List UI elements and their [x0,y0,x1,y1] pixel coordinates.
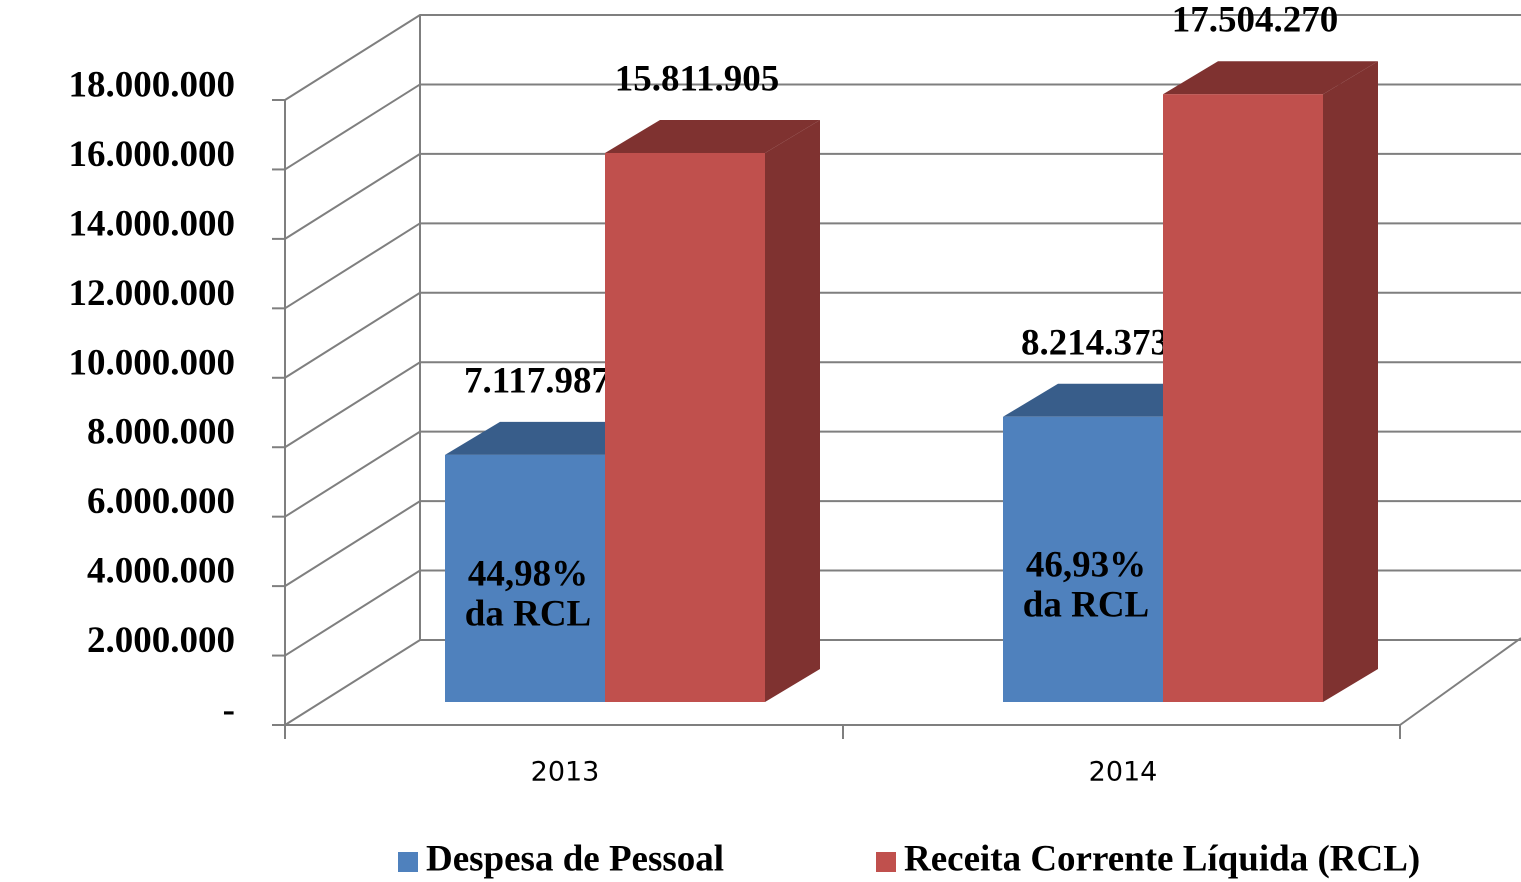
bar [1003,416,1163,702]
grid-line [284,152,1521,240]
y-tick-label: 14.000.000 [69,203,236,244]
bar [445,454,605,702]
bar [1163,94,1323,703]
bar-side [765,119,820,702]
y-tick-label: 18.000.000 [69,64,236,105]
value-label: 7.117.987 [464,360,610,401]
x-tick-label: 2013 [531,757,600,788]
annotation: 46,93% [1026,544,1146,585]
legend-label: Despesa de Pessoal [426,838,724,879]
y-tick-label: 4.000.000 [87,551,235,592]
bar-top [1163,61,1378,95]
value-label: 15.811.905 [615,58,779,99]
annotation: 44,98% [468,553,588,594]
legend-swatch [876,852,896,872]
y-tick-label: 10.000.000 [69,342,236,383]
value-label: 8.214.373 [1021,322,1169,363]
y-tick-label: 6.000.000 [87,481,235,522]
value-label: 17.504.270 [1172,0,1339,41]
grid-line [284,222,1521,310]
y-tick-label: 12.000.000 [69,273,236,314]
grid-line [284,291,1521,379]
y-tick-label: - [223,689,235,730]
x-tick-label: 2014 [1089,757,1158,788]
bar-top [605,119,820,153]
y-tick-label: 8.000.000 [87,412,235,453]
bar [605,152,765,702]
grid-line [284,361,1521,449]
annotation: da RCL [1023,584,1149,625]
grid-line [284,14,1521,101]
legend-label: Receita Corrente Líquida (RCL) [904,838,1420,879]
grid-line [284,83,1521,171]
y-tick-label: 16.000.000 [69,134,236,175]
legend-swatch [398,852,418,872]
floor-edge [1399,637,1521,726]
y-tick-label: 2.000.000 [87,620,235,661]
annotation: da RCL [465,593,591,634]
bar-side [1323,61,1378,703]
